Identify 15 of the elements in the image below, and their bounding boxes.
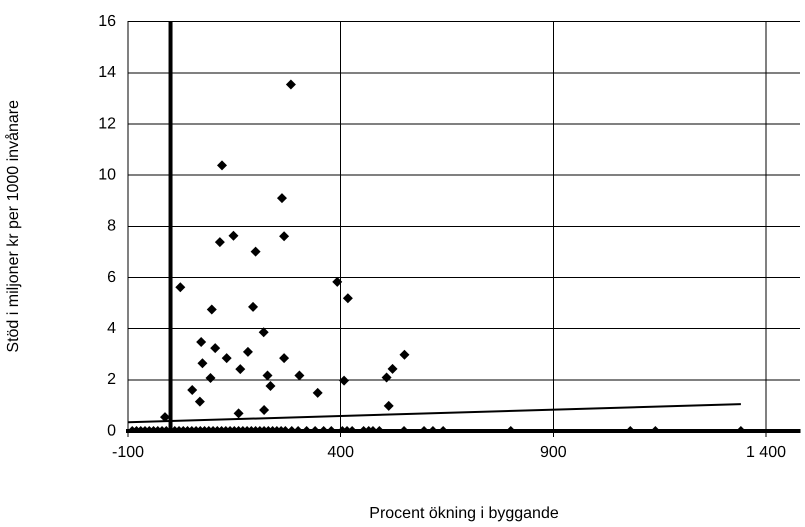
x-tick-label: 1 400 <box>746 444 786 462</box>
x-tick-label: 400 <box>327 444 354 462</box>
y-tick-label: 10 <box>98 166 116 184</box>
y-tick-label: 8 <box>107 218 116 235</box>
x-axis-title: Procent ökning i byggande <box>369 504 559 522</box>
y-tick-label: 0 <box>107 422 116 440</box>
y-tick-label: 12 <box>98 115 116 132</box>
y-axis-title: Stöd i miljoner kr per 1000 invånare <box>5 100 22 353</box>
y-tick-label: 14 <box>98 64 116 82</box>
x-tick-label: 900 <box>540 444 567 462</box>
x-tick-label: -100 <box>112 444 144 462</box>
y-tick-label: 4 <box>107 320 116 338</box>
y-tick-label: 6 <box>107 268 116 286</box>
y-tick-label: 16 <box>98 13 116 30</box>
y-tick-label: 2 <box>107 371 116 388</box>
